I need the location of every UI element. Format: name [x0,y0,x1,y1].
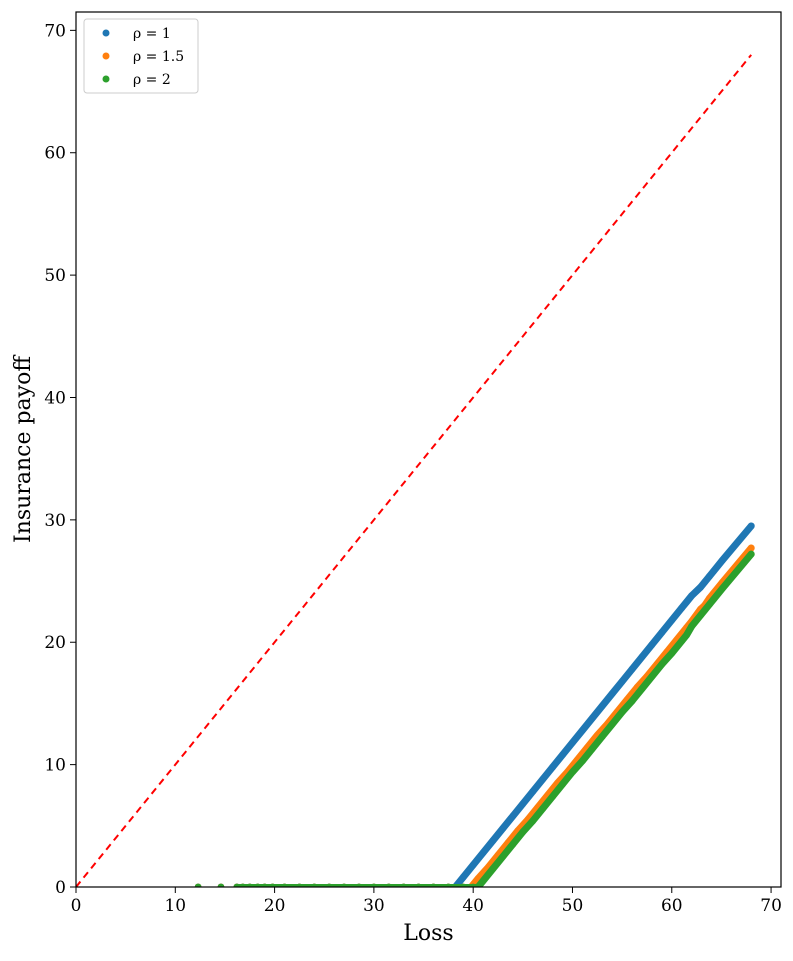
y-tick-label-0: 0 [55,878,66,898]
series-band-0 [451,522,755,887]
legend-label-rho-1-5: ρ = 1.5 [133,49,184,65]
y-tick-label-2: 20 [44,633,66,653]
series-2 [194,550,755,887]
series-band-1 [467,544,755,887]
legend-box [83,18,199,94]
reference-line [76,54,752,887]
legend-label-rho-1: ρ = 1 [133,26,171,42]
x-tick-label-0: 0 [71,896,82,916]
x-tick-label-1: 10 [164,896,186,916]
data-point-s2-0 [194,883,202,887]
y-axis-label: Insurance payoff [11,355,36,543]
x-tick-label-2: 20 [264,896,286,916]
x-tick-label-3: 30 [363,896,385,916]
x-axis-label: Loss [403,921,453,946]
y-tick-label-4: 40 [44,388,66,408]
legend: ρ = 1 ρ = 1.5 ρ = 2 [83,18,199,94]
series-band-2 [474,550,755,887]
x-tick-label-7: 70 [760,896,782,916]
y-tick-label-5: 50 [44,266,66,286]
y-tick-label-3: 30 [44,511,66,531]
legend-marker-rho-1 [102,29,110,37]
legend-marker-rho-2 [102,75,110,83]
x-tick-label-4: 40 [462,896,484,916]
data-point-s2-1 [217,883,225,887]
x-tick-label-5: 50 [562,896,584,916]
y-tick-label-6: 60 [44,144,66,164]
y-tick-label-7: 70 [44,21,66,41]
y-tick-label-1: 10 [44,756,66,776]
legend-marker-rho-1-5 [102,52,110,60]
axes-frame [75,11,782,888]
legend-label-rho-2: ρ = 2 [133,72,171,88]
axis-ticks: 0 10 20 30 40 50 60 70 0 10 20 30 40 50 60 70 [44,21,782,916]
plot-area [76,54,755,887]
x-tick-label-6: 60 [661,896,683,916]
